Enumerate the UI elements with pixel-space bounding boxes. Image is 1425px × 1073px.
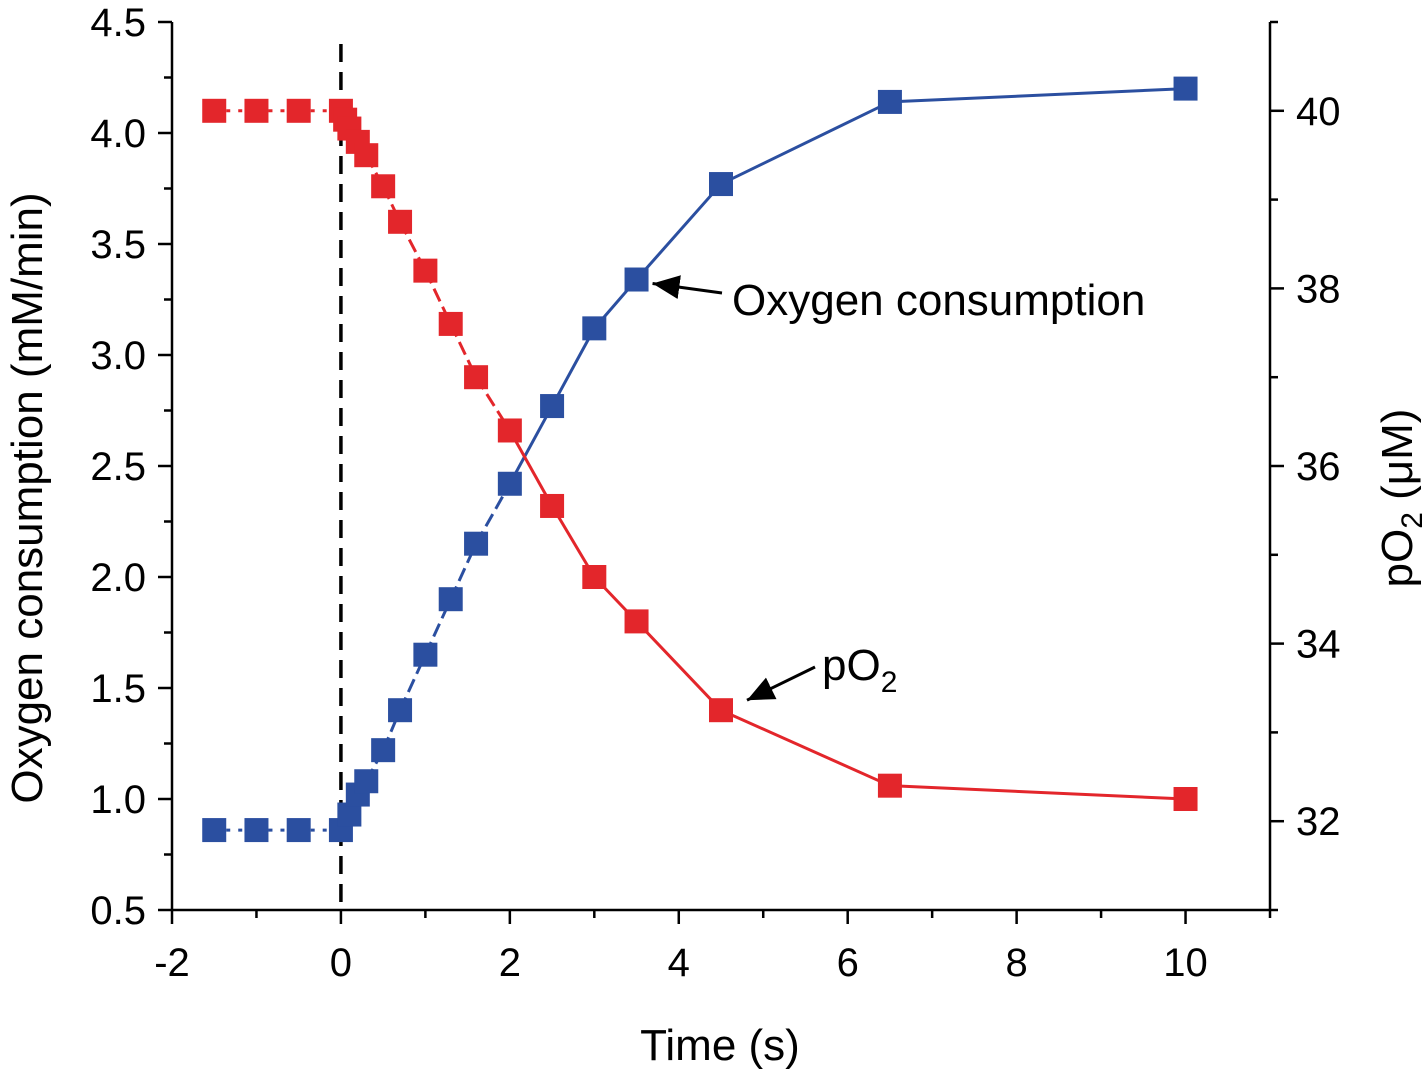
y-tick-label: 3.0 [90,334,146,378]
data-point-po2 [464,365,489,390]
data-point-oxygen-consumption [286,818,311,843]
x-tick-label: 6 [837,941,859,985]
y2-title-prefix: pO [1373,529,1422,588]
y-tick-label: 1.5 [90,667,146,711]
annotation-po2-main: pO [822,641,881,690]
series-lines [214,87,1186,832]
series-points [202,76,1198,843]
y-tick-label: 2.0 [90,556,146,600]
y-tick-label: 3.5 [90,223,146,267]
data-point-oxygen-consumption [354,769,379,794]
x-tick-label: 10 [1163,941,1208,985]
data-point-oxygen-consumption [624,267,649,292]
data-point-po2 [371,174,396,199]
annotation-arrow-po2 [746,665,816,702]
x-tick-label: -2 [154,941,190,985]
series-segment-po2 [635,620,723,712]
data-point-oxygen-consumption [371,738,396,763]
annotation-po2-sub: 2 [881,666,898,699]
data-point-po2 [354,143,379,168]
data-point-oxygen-consumption [413,642,438,667]
data-point-po2 [438,311,463,336]
data-point-po2 [709,698,733,723]
data-point-po2 [388,209,413,234]
data-point-po2 [286,98,311,123]
data-point-oxygen-consumption [202,818,227,843]
x-tick-label: 4 [668,941,690,985]
data-point-oxygen-consumption [709,172,733,197]
axes [170,22,1272,912]
annotation-oxygen-consumption: Oxygen consumption [732,276,1145,325]
y2-tick-label: 38 [1296,267,1341,311]
y-axis-title: Oxygen consumption (mM/min) [3,192,52,803]
series-segment-oxygen-consumption [635,183,723,281]
series-segment-po2 [720,708,891,788]
data-point-po2 [877,773,902,798]
y2-title-suffix: (μM) [1373,409,1422,513]
series-segment-po2 [508,429,554,507]
y-tick-label: 0.5 [90,889,146,933]
y2-tick-label: 34 [1296,623,1341,667]
data-point-oxygen-consumption [244,818,269,843]
x-tick-label: 8 [1005,941,1027,985]
data-point-po2 [244,98,269,123]
y2-tick-label: 40 [1296,90,1341,134]
data-point-po2 [624,609,649,634]
ticks: -2 0 2 4 6 8 10 0.5 1.0 1.5 2.0 2.5 3.0 3.5 4.0 4.5 32 34… [90,1,1340,985]
x-tick-label: 0 [330,941,352,985]
y-tick-label: 1.0 [90,778,146,822]
y2-tick-label: 32 [1296,800,1341,844]
annotation-po2: pO2 [822,641,897,699]
series-segment-oxygen-consumption [550,327,596,407]
x-tick-label: 2 [499,941,521,985]
data-point-po2 [582,565,607,589]
series-segment-po2 [889,784,1186,801]
data-point-oxygen-consumption [388,698,413,723]
series-segment-oxygen-consumption [508,405,554,485]
data-point-oxygen-consumption [464,531,489,556]
data-point-oxygen-consumption [1173,76,1198,101]
data-point-oxygen-consumption [877,89,902,114]
data-point-oxygen-consumption [497,471,522,496]
y2-title-sub: 2 [1396,512,1425,529]
y2-axis-title: pO2 (μM) [1373,409,1425,588]
data-point-po2 [413,258,438,283]
annotations: Oxygen consumption pO2 [652,275,1145,702]
data-point-po2 [497,418,522,443]
data-point-po2 [1173,787,1198,811]
series-segment-oxygen-consumption [889,87,1186,104]
y-tick-label: 2.5 [90,445,146,489]
annotation-arrow-oxygen-consumption [652,275,723,300]
y2-tick-label: 36 [1296,445,1341,489]
data-point-oxygen-consumption [438,587,463,612]
data-point-po2 [202,98,227,123]
y-tick-label: 4.5 [90,1,146,45]
data-point-oxygen-consumption [582,316,607,341]
y-tick-label: 4.0 [90,112,146,156]
series-segment-oxygen-consumption [720,100,891,186]
x-axis-title: Time (s) [640,1021,800,1070]
data-point-oxygen-consumption [540,394,565,419]
data-point-po2 [540,493,565,518]
